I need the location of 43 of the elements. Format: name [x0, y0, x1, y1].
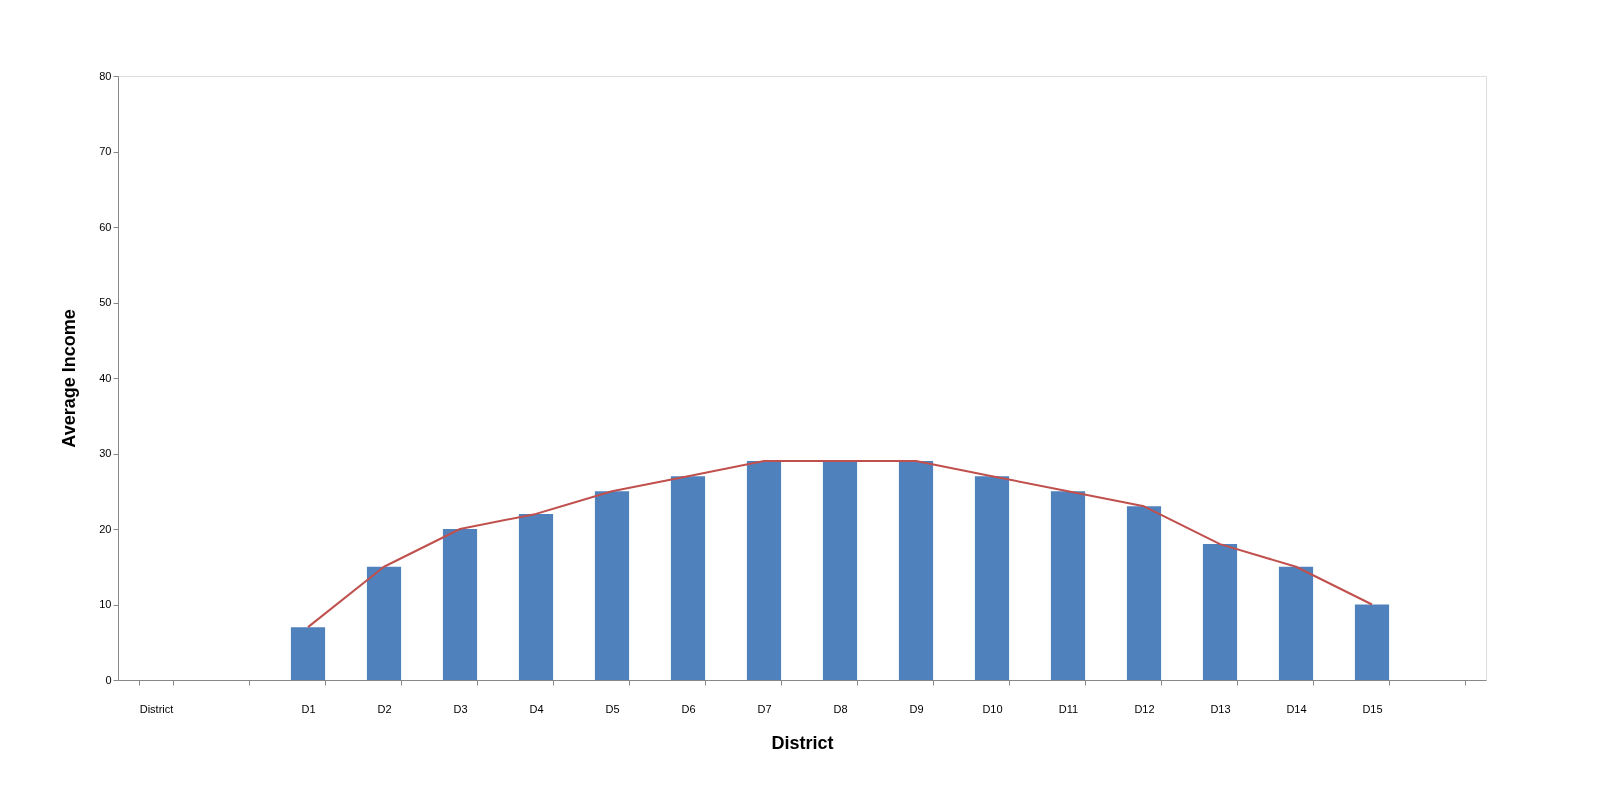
y-tick-label: 20 [99, 522, 112, 535]
x-tick-label: D2 [377, 702, 392, 715]
y-tick-label: 40 [99, 371, 112, 384]
x-tick-label: D4 [529, 702, 544, 715]
x-tick-label: D12 [1134, 702, 1155, 715]
x-tick-label: D6 [681, 702, 696, 715]
y-axis-title: Average Income [59, 309, 80, 448]
x-tick-label: D1 [301, 702, 316, 715]
x-tick-label: D15 [1362, 702, 1383, 715]
bar [1278, 566, 1314, 680]
bar [1354, 604, 1390, 680]
line-series [307, 460, 1373, 629]
x-tick-label: District [139, 702, 174, 715]
y-tick-label: 60 [99, 220, 112, 233]
y-tick-label: 80 [99, 69, 112, 82]
bar [1126, 506, 1162, 680]
bar [1202, 544, 1238, 680]
y-tick-label: 50 [99, 296, 112, 308]
x-tick-label: D11 [1058, 702, 1079, 715]
x-tick-label: D3 [453, 702, 468, 715]
x-tick-label: D7 [757, 702, 772, 715]
bar [1050, 491, 1086, 680]
bar [974, 476, 1010, 680]
bar [518, 513, 554, 680]
bar [366, 566, 402, 680]
bar [670, 476, 706, 680]
bar [898, 461, 934, 680]
bar [746, 461, 782, 680]
x-tick-label: D13 [1210, 702, 1231, 715]
x-axis-title: District [771, 732, 834, 753]
bar [594, 491, 630, 680]
x-tick-label: D5 [605, 702, 620, 715]
bar [290, 627, 326, 680]
x-tick-label: D14 [1286, 702, 1307, 715]
y-tick-label: 70 [99, 145, 112, 157]
x-tick-label: D10 [982, 702, 1003, 715]
bar [822, 461, 858, 680]
x-tick-label: D9 [909, 702, 924, 715]
y-tick-label: 10 [99, 598, 112, 610]
y-tick-label: 30 [99, 447, 112, 459]
x-tick-label: D8 [833, 702, 848, 715]
bar [442, 529, 478, 680]
y-tick-label: 0 [105, 673, 112, 686]
